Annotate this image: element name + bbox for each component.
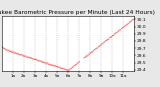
Title: Milwaukee Barometric Pressure per Minute (Last 24 Hours): Milwaukee Barometric Pressure per Minute…: [0, 10, 155, 15]
